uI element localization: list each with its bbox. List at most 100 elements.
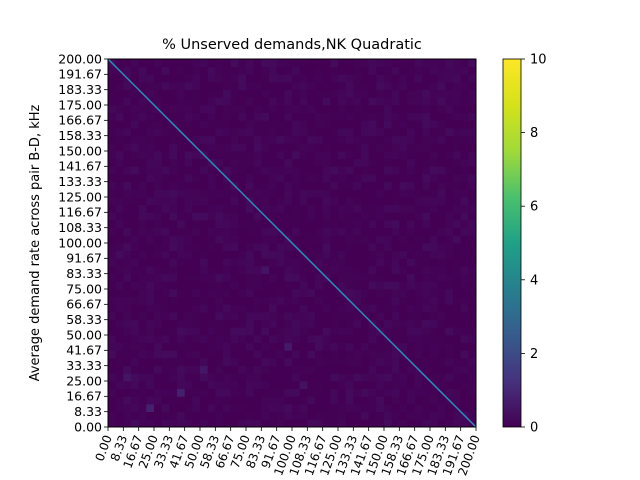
heatmap-cell xyxy=(407,128,416,137)
heatmap-cell xyxy=(284,220,293,229)
heatmap-cell xyxy=(315,135,324,144)
heatmap-cell xyxy=(177,181,186,190)
heatmap-cell xyxy=(307,243,316,252)
heatmap-cell xyxy=(246,411,255,420)
heatmap-cell xyxy=(115,396,124,405)
heatmap-cell xyxy=(338,166,347,175)
heatmap-cell xyxy=(261,319,270,328)
heatmap-cell xyxy=(154,411,163,420)
heatmap-cell xyxy=(238,197,247,206)
heatmap-cell xyxy=(292,158,301,167)
heatmap-cell xyxy=(154,373,163,382)
heatmap-cell xyxy=(161,105,170,114)
heatmap-cell xyxy=(353,327,362,336)
heatmap-cell xyxy=(338,112,347,121)
heatmap-cell xyxy=(407,342,416,351)
heatmap-cell xyxy=(422,419,431,428)
heatmap-cell xyxy=(207,281,216,290)
heatmap-cell xyxy=(322,66,331,75)
heatmap-cell xyxy=(177,304,186,313)
heatmap-cell xyxy=(192,235,201,244)
heatmap-cell xyxy=(414,151,423,160)
heatmap-cell xyxy=(453,419,462,428)
heatmap-cell xyxy=(376,89,385,98)
heatmap-cell xyxy=(184,143,193,152)
heatmap-cell xyxy=(177,97,186,106)
heatmap-cell xyxy=(292,358,301,367)
heatmap-cell xyxy=(407,365,416,374)
heatmap-cell xyxy=(422,227,431,236)
heatmap-cell xyxy=(276,151,285,160)
heatmap-cell xyxy=(146,235,155,244)
heatmap-cell xyxy=(230,143,239,152)
heatmap-cell xyxy=(307,358,316,367)
heatmap-cell xyxy=(115,220,124,229)
heatmap-cell xyxy=(108,151,117,160)
heatmap-cell xyxy=(123,235,132,244)
heatmap-cell xyxy=(253,281,262,290)
heatmap-cell xyxy=(115,373,124,382)
heatmap-cell xyxy=(361,266,370,275)
heatmap-cell xyxy=(453,335,462,344)
colorbar-tick-label: 0 xyxy=(530,421,538,436)
heatmap-cell xyxy=(238,82,247,91)
heatmap-cell xyxy=(445,143,454,152)
heatmap-cell xyxy=(453,266,462,275)
heatmap-cell xyxy=(131,151,140,160)
heatmap-cell xyxy=(138,82,147,91)
heatmap-cell xyxy=(399,66,408,75)
heatmap-cell xyxy=(299,97,308,106)
heatmap-cell xyxy=(330,350,339,359)
heatmap-cell xyxy=(161,258,170,267)
heatmap-cell xyxy=(269,174,278,183)
heatmap-cell xyxy=(307,212,316,221)
heatmap-cell xyxy=(361,289,370,298)
heatmap-cell xyxy=(422,212,431,221)
heatmap-cell xyxy=(177,296,186,305)
heatmap-cell xyxy=(230,105,239,114)
heatmap-cell xyxy=(376,281,385,290)
heatmap-cell xyxy=(138,227,147,236)
heatmap-cell xyxy=(307,396,316,405)
heatmap-cell xyxy=(322,59,331,68)
heatmap-cell xyxy=(184,59,193,68)
heatmap-cell xyxy=(123,342,132,351)
heatmap-cell xyxy=(284,419,293,428)
heatmap-cell xyxy=(414,258,423,267)
heatmap-cell xyxy=(131,197,140,206)
heatmap-cell xyxy=(422,166,431,175)
heatmap-cell xyxy=(437,189,446,198)
heatmap-cell xyxy=(330,89,339,98)
heatmap-cell xyxy=(177,358,186,367)
heatmap-cell xyxy=(437,411,446,420)
heatmap-cell xyxy=(338,281,347,290)
heatmap-cell xyxy=(307,250,316,259)
heatmap-cell xyxy=(422,250,431,259)
heatmap-cell xyxy=(453,312,462,321)
heatmap-cell xyxy=(108,258,117,267)
heatmap-cell xyxy=(138,419,147,428)
heatmap-cell xyxy=(414,396,423,405)
heatmap-cell xyxy=(407,350,416,359)
heatmap-cell xyxy=(261,419,270,428)
heatmap-cell xyxy=(307,120,316,129)
heatmap-cell xyxy=(468,250,477,259)
heatmap-cell xyxy=(460,327,469,336)
heatmap-cell xyxy=(169,151,178,160)
heatmap-cell xyxy=(468,120,477,129)
heatmap-cell xyxy=(407,82,416,91)
heatmap-cell xyxy=(269,273,278,282)
heatmap-cell xyxy=(138,174,147,183)
heatmap-cell xyxy=(353,273,362,282)
heatmap-cell xyxy=(269,258,278,267)
heatmap-cell xyxy=(215,227,224,236)
heatmap-cell xyxy=(453,151,462,160)
heatmap-cell xyxy=(269,151,278,160)
heatmap-cell xyxy=(437,74,446,83)
chart-title: % Unserved demands,NK Quadratic xyxy=(162,37,422,53)
heatmap-cell xyxy=(131,419,140,428)
heatmap-cell xyxy=(169,419,178,428)
heatmap-cell xyxy=(345,289,354,298)
heatmap-cell xyxy=(146,342,155,351)
heatmap-cell xyxy=(169,281,178,290)
